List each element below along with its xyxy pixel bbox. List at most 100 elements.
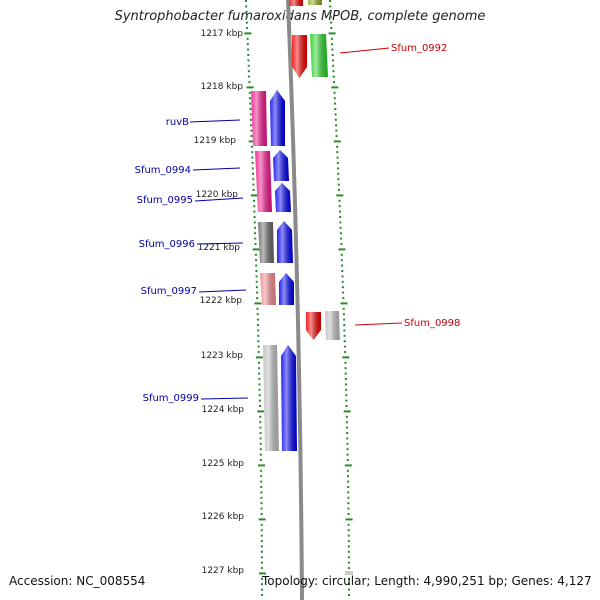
scale-tick xyxy=(246,43,249,46)
scale-tick xyxy=(260,502,263,505)
scale-tick xyxy=(345,399,348,402)
scale-tick xyxy=(343,329,346,332)
scale-tick xyxy=(342,291,345,294)
scale-tick xyxy=(247,70,250,73)
scale-tick xyxy=(347,567,350,569)
map-title: Syntrophobacter fumaroxidans MPOB, compl… xyxy=(114,9,486,24)
gene-block[interactable] xyxy=(255,151,272,212)
scale-tick xyxy=(258,518,266,521)
scale-tick xyxy=(254,302,262,305)
gene-block[interactable] xyxy=(325,311,340,340)
gene-features xyxy=(251,0,353,575)
scale-tick xyxy=(252,178,255,181)
scale-tick xyxy=(248,91,251,94)
scale-tick xyxy=(347,523,350,526)
gene-arrow[interactable] xyxy=(289,0,303,6)
scale-tick xyxy=(251,156,254,159)
scale-tick xyxy=(341,280,344,283)
scale-label: 1224 kbp xyxy=(202,405,245,415)
scale-tick xyxy=(347,556,350,559)
gene-label-sfum-0996[interactable]: Sfum_0996 xyxy=(139,239,195,250)
scale-tick xyxy=(346,442,349,445)
gene-label-sfum-0997[interactable]: Sfum_0997 xyxy=(141,286,197,297)
scale-label: 1226 kbp xyxy=(202,512,245,522)
scale-tick xyxy=(251,167,254,170)
scale-tick xyxy=(340,237,343,240)
gene-arrow-sfum-0998[interactable] xyxy=(306,312,321,340)
scale-tick xyxy=(345,388,348,391)
gene-block[interactable] xyxy=(258,222,274,263)
label-leaders xyxy=(189,47,403,400)
scale-tick xyxy=(343,410,351,413)
scale-tick xyxy=(257,410,265,413)
scale-tick xyxy=(330,21,333,24)
scale-tick xyxy=(332,70,335,73)
gene-label-ruvb[interactable]: ruvB xyxy=(166,117,189,128)
gene-arrow[interactable] xyxy=(308,0,322,5)
scale-tick xyxy=(258,394,261,397)
scale-tick xyxy=(260,475,263,478)
scale-tick xyxy=(259,442,262,445)
scale-tick xyxy=(344,372,347,375)
scale-track-left xyxy=(244,0,266,596)
scale-tick xyxy=(347,529,350,532)
scale-tick xyxy=(347,486,350,488)
scale-tick xyxy=(343,345,346,348)
gene-arrow-ruvb[interactable] xyxy=(270,90,285,146)
gene-label-sfum-0994[interactable]: Sfum_0994 xyxy=(135,165,191,176)
scale-tick xyxy=(341,286,344,289)
scale-tick xyxy=(347,540,350,542)
scale-tick xyxy=(347,475,349,478)
scale-tick xyxy=(246,37,249,40)
gene-block[interactable] xyxy=(263,345,279,451)
scale-tick xyxy=(328,32,336,35)
scale-tick xyxy=(344,361,347,364)
gene-label-sfum-0995[interactable]: Sfum_0995 xyxy=(137,195,193,206)
gene-block[interactable] xyxy=(345,571,353,575)
scale-tick xyxy=(245,16,248,19)
scale-tick xyxy=(334,108,337,110)
scale-labels: 1217 kbp 1218 kbp 1219 kbp 1220 kbp 1221… xyxy=(194,29,245,576)
scale-tick xyxy=(256,291,259,294)
scale-tick xyxy=(343,334,346,337)
scale-tick xyxy=(338,199,341,202)
scale-tick xyxy=(332,64,335,67)
gene-arrow[interactable] xyxy=(310,34,328,77)
gene-arrow-sfum-0997[interactable] xyxy=(279,273,294,305)
gene-arrow-sfum-0992[interactable] xyxy=(292,35,307,78)
scale-tick xyxy=(343,318,346,321)
scale-tick xyxy=(338,205,341,208)
gene-label-sfum-0998[interactable]: Sfum_0998 xyxy=(404,318,460,329)
scale-tick xyxy=(347,561,350,564)
scale-tick xyxy=(344,464,352,467)
gene-arrow-sfum-0999[interactable] xyxy=(281,345,297,451)
scale-tick xyxy=(259,459,262,461)
gene-arrow-sfum-0994[interactable] xyxy=(273,150,289,181)
scale-tick xyxy=(245,21,248,24)
scale-tick xyxy=(337,183,340,186)
gene-label-sfum-0999[interactable]: Sfum_0999 xyxy=(143,393,199,404)
scale-tick xyxy=(260,523,263,526)
gene-block[interactable] xyxy=(251,91,267,146)
scale-tick xyxy=(254,253,257,256)
gene-arrow-sfum-0996[interactable] xyxy=(277,221,293,263)
gene-block[interactable] xyxy=(260,273,276,305)
scale-label: 1223 kbp xyxy=(201,351,244,361)
scale-tick xyxy=(331,54,334,56)
scale-tick xyxy=(258,361,260,364)
gene-arrow-sfum-0995[interactable] xyxy=(275,183,291,212)
scale-label: 1222 kbp xyxy=(200,296,243,306)
scale-tick xyxy=(344,367,347,370)
scale-tick xyxy=(342,307,345,310)
scale-tick xyxy=(346,421,348,424)
scale-tick xyxy=(257,351,260,353)
scale-tick xyxy=(346,437,349,440)
gene-labels: ruvB Sfum_0994 Sfum_0995 Sfum_0996 Sfum_… xyxy=(135,43,461,404)
gene-label-sfum-0992[interactable]: Sfum_0992 xyxy=(391,43,447,54)
scale-label: 1225 kbp xyxy=(202,459,245,469)
scale-tick xyxy=(249,97,251,100)
scale-tick xyxy=(342,356,350,359)
scale-tick xyxy=(345,394,348,397)
accession-label: Accession: NC_008554 xyxy=(9,574,146,588)
scale-tick xyxy=(259,437,262,440)
